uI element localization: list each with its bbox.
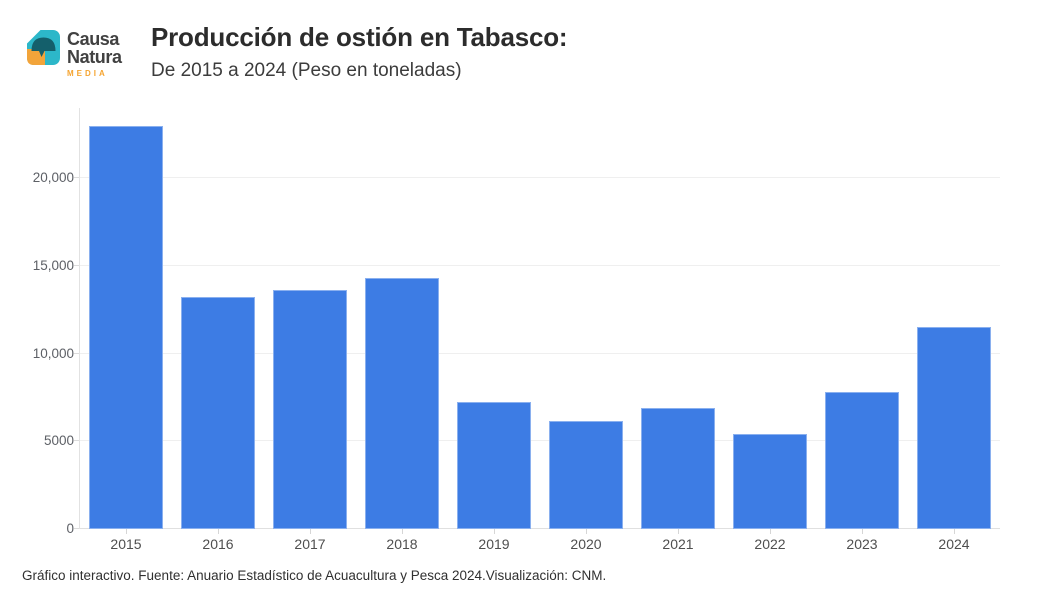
x-tick-label-2015: 2015: [110, 536, 142, 552]
y-tick-mark-10000: [74, 352, 80, 354]
x-tick-mark-2024: [953, 529, 955, 534]
x-tick-mark-2022: [769, 529, 771, 534]
x-axis-labels: 2015 2016 2017 2018 2019 2020 2021 2022 2023 2024: [80, 536, 1000, 554]
chart-subtitle: De 2015 a 2024 (Peso en toneladas): [151, 60, 462, 81]
logo-wordmark: Causa Natura MEDIA: [67, 30, 122, 78]
bar-2021[interactable]: [641, 407, 715, 529]
x-tick-label-2021: 2021: [662, 536, 694, 552]
x-tick-mark-2023: [861, 529, 863, 534]
y-tick-label-20000: 20,000: [32, 170, 74, 186]
y-tick-mark-15000: [74, 264, 80, 266]
y-axis-labels: 0 5000 10,000 15,000 20,000: [0, 108, 74, 536]
causa-natura-logo-icon: [27, 30, 60, 65]
gridline-20000: [80, 177, 1000, 179]
gridline-5000: [80, 440, 1000, 442]
x-tick-label-2016: 2016: [202, 536, 234, 552]
gridline-0: [80, 528, 1000, 529]
bar-2023[interactable]: [825, 392, 899, 529]
y-tick-mark-0: [74, 528, 80, 529]
bar-2022[interactable]: [733, 434, 807, 529]
x-tick-mark-2021: [677, 529, 679, 534]
x-tick-label-2018: 2018: [386, 536, 418, 552]
y-tick-label-5000: 5000: [43, 433, 74, 449]
x-tick-label-2019: 2019: [478, 536, 510, 552]
y-axis-ticks: [74, 108, 80, 529]
plot-area: [80, 108, 1000, 529]
gridline-10000: [80, 352, 1000, 354]
logo-text-media: MEDIA: [67, 69, 108, 78]
bar-2015[interactable]: [89, 125, 163, 529]
x-tick-mark-2016: [217, 529, 219, 534]
logo-text-natura: Natura: [67, 47, 122, 67]
chart-title: Producción de ostión en Tabasco:: [151, 22, 568, 52]
x-tick-mark-2015: [125, 529, 127, 534]
y-tick-label-10000: 10,000: [32, 345, 74, 361]
y-tick-label-15000: 15,000: [32, 257, 74, 273]
x-tick-label-2024: 2024: [938, 536, 970, 552]
x-tick-label-2020: 2020: [570, 536, 602, 552]
x-axis-ticks: [80, 529, 1000, 535]
source-note: Gráfico interactivo. Fuente: Anuario Est…: [22, 568, 607, 583]
x-tick-label-2022: 2022: [754, 536, 786, 552]
bar-2018[interactable]: [365, 278, 439, 529]
bar-2019[interactable]: [457, 401, 531, 529]
x-tick-mark-2017: [309, 529, 311, 534]
causa-natura-logo: Causa Natura MEDIA: [27, 30, 122, 78]
bar-2024[interactable]: [917, 327, 991, 529]
bar-2020[interactable]: [549, 421, 623, 529]
y-axis-line: [79, 108, 80, 529]
y-tick-mark-20000: [74, 177, 80, 179]
y-tick-mark-5000: [74, 440, 80, 442]
x-tick-label-2017: 2017: [294, 536, 326, 552]
x-tick-mark-2020: [585, 529, 587, 534]
bar-2016[interactable]: [181, 297, 255, 529]
y-tick-label-0: 0: [66, 521, 74, 536]
x-tick-mark-2018: [401, 529, 403, 534]
gridline-15000: [80, 264, 1000, 266]
x-tick-label-2023: 2023: [846, 536, 878, 552]
x-tick-mark-2019: [493, 529, 495, 534]
logo-text-causa: Causa: [67, 29, 120, 49]
bar-2017[interactable]: [273, 290, 347, 529]
